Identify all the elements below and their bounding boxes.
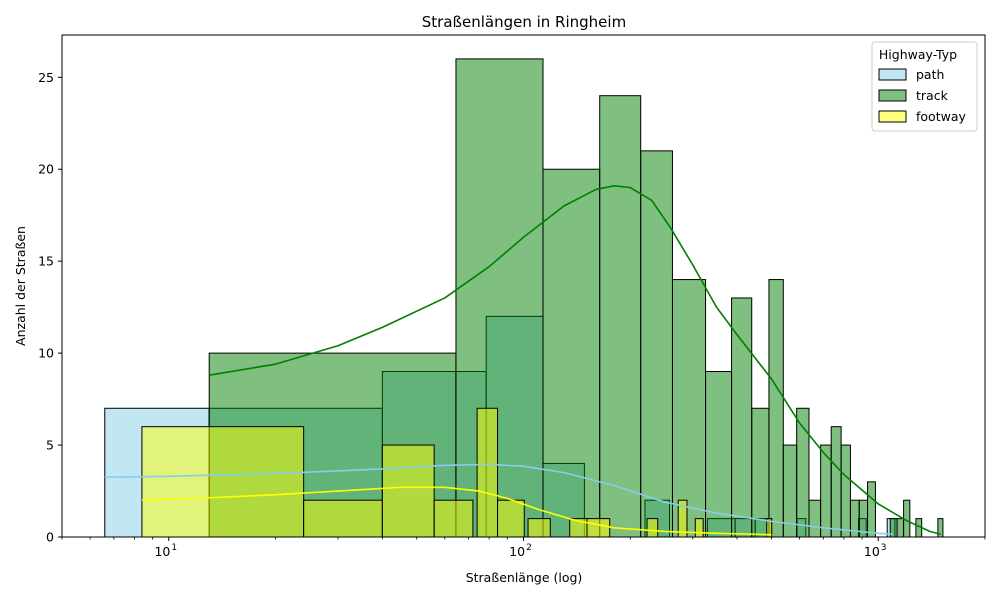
legend-swatch-track	[878, 89, 907, 102]
x-axis: 101 102 103	[61, 537, 986, 559]
hist-bar-track-1	[455, 58, 544, 538]
chart-title: Straßenlängen in Ringheim	[422, 13, 626, 31]
hist-bar-footway-11	[694, 518, 704, 538]
hist-bar-footway-8	[586, 518, 611, 538]
y-tick-label-0: 0	[46, 530, 54, 545]
hist-bar-track-2	[542, 168, 601, 538]
hist-bar-footway-3	[433, 499, 474, 538]
y-tick-label-10: 10	[38, 346, 54, 361]
y-tick-label-5: 5	[46, 438, 54, 453]
x-tick-label-10: 101	[154, 543, 177, 559]
kde-layer	[104, 184, 941, 536]
hist-bar-footway-1	[303, 499, 383, 538]
hist-bar-track-9	[768, 279, 784, 538]
kde-line-footway	[141, 486, 772, 536]
hist-bar-track-15	[840, 444, 851, 538]
y-axis-title: Anzahl der Straßen	[13, 226, 28, 346]
legend[interactable]: Highway-Typ path track footway	[871, 41, 978, 132]
hist-bar-track-8	[751, 407, 770, 538]
hist-bar-track-18	[867, 481, 876, 538]
legend-swatch-footway	[878, 110, 907, 123]
legend-label-footway: footway	[916, 109, 966, 124]
legend-entries: path track footway	[878, 67, 966, 124]
y-tick-label-20: 20	[38, 162, 54, 177]
x-axis-title: Straßenlänge (log)	[466, 570, 583, 585]
hist-bar-footway-6	[527, 518, 551, 538]
y-tick-label-25: 25	[38, 70, 54, 85]
x-tick-label-1000: 103	[864, 543, 887, 559]
hist-bar-track-7	[731, 297, 753, 538]
hist-bar-footway-9	[646, 518, 659, 538]
hist-bar-track-5	[671, 279, 707, 538]
legend-swatch-path	[878, 68, 907, 81]
kde-line-path	[104, 463, 893, 536]
kde-line-track	[209, 184, 941, 536]
hist-bar-track-3	[599, 95, 642, 538]
hist-bar-footway-4	[476, 407, 499, 538]
hist-bar-track-14	[830, 426, 842, 538]
hist-bar-footway-5	[497, 499, 525, 538]
legend-title: Highway-Typ	[879, 47, 957, 62]
y-tick-label-15: 15	[38, 254, 54, 269]
hist-bar-track-4	[640, 150, 673, 538]
x-tick-label-100: 102	[509, 543, 532, 559]
legend-box	[871, 41, 978, 132]
hist-bar-footway-0	[141, 426, 305, 538]
y-axis: 0 5 10 15 20 25	[38, 70, 62, 545]
hist-bar-footway-2	[381, 444, 435, 538]
hist-bar-track-6	[705, 371, 733, 538]
bars-layer	[104, 58, 944, 538]
hist-bar-track-20	[896, 518, 905, 538]
legend-label-path: path	[916, 67, 944, 82]
legend-label-track: track	[916, 88, 949, 103]
hist-bar-track-12	[808, 499, 822, 538]
